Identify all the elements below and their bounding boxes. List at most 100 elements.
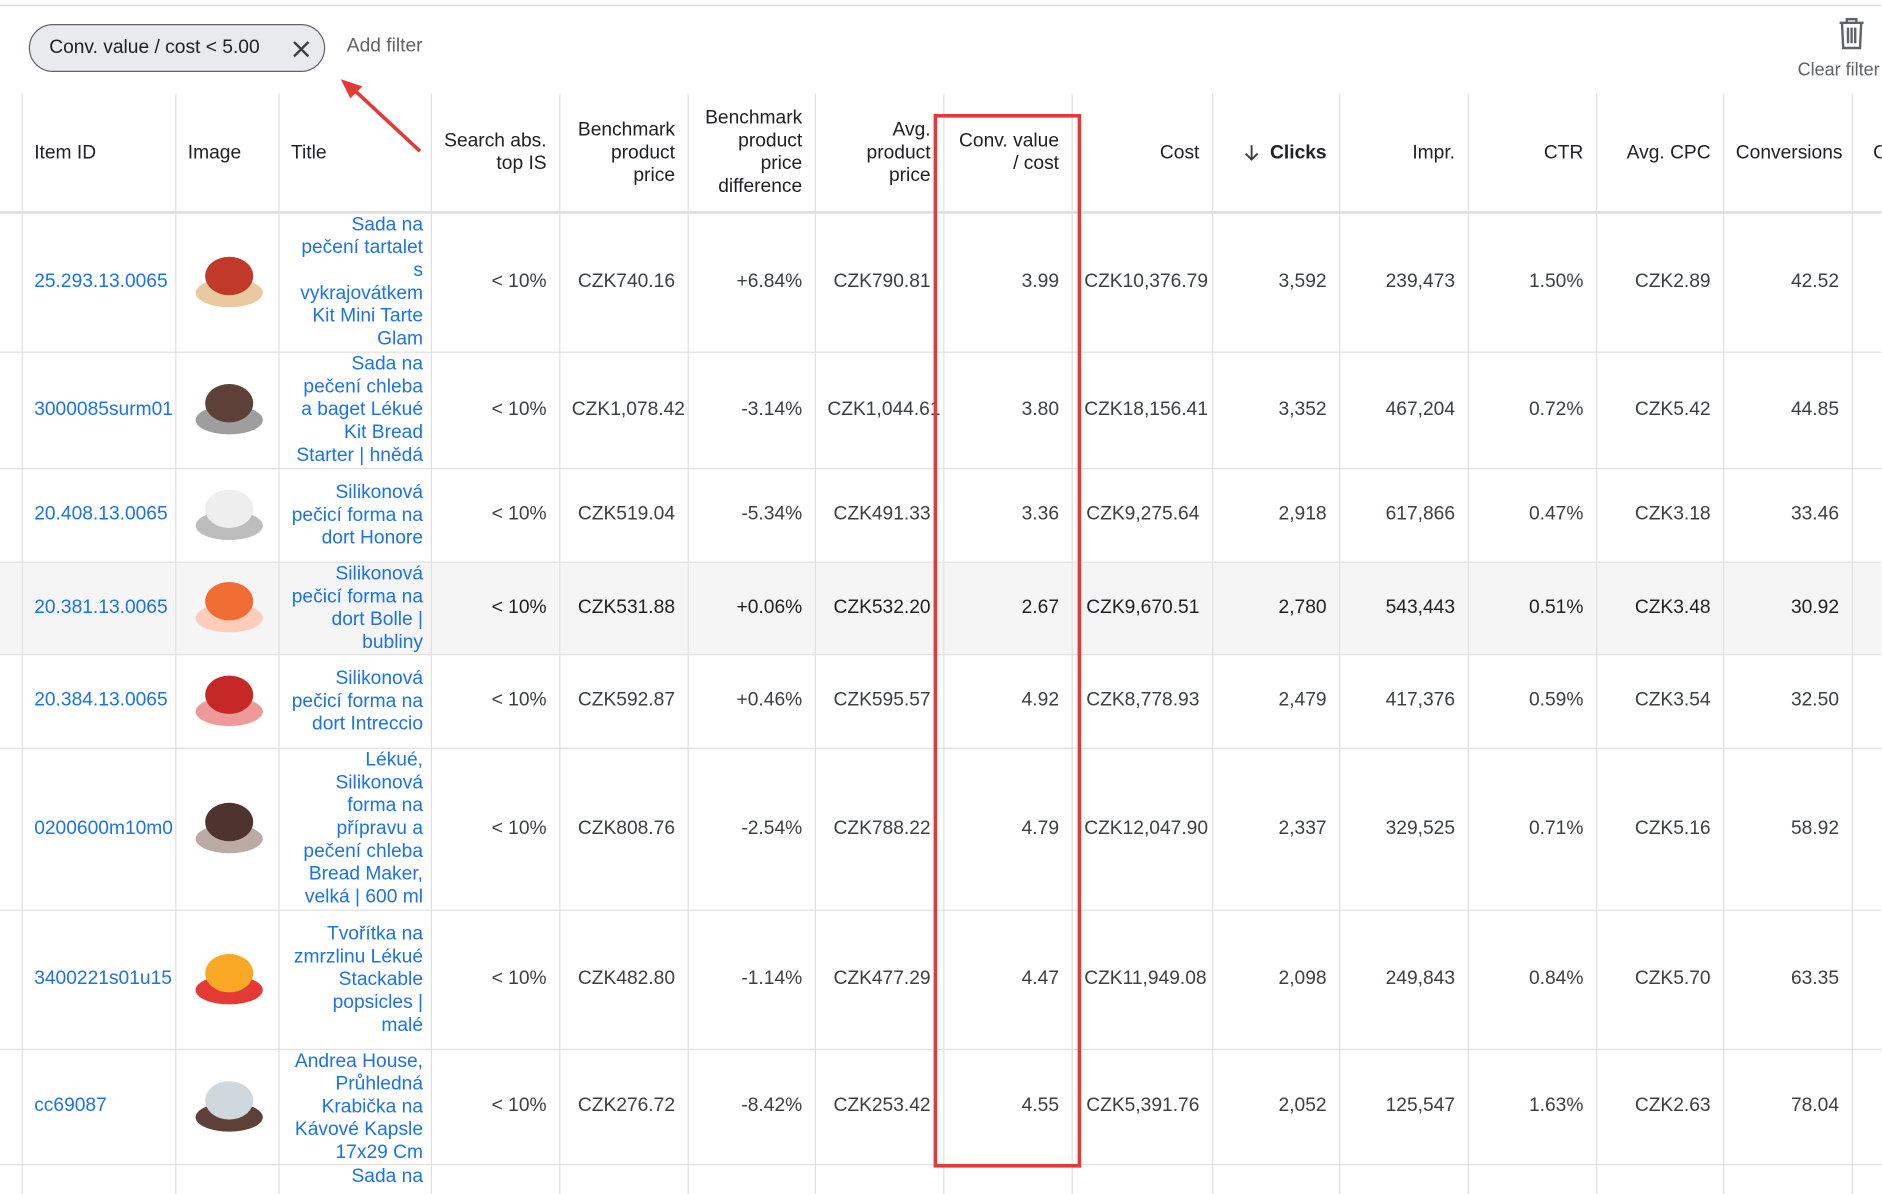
- item-id[interactable]: cc69087: [21, 1048, 176, 1165]
- metric-cell: 30.92: [1723, 561, 1853, 655]
- metric-cell: 4.79: [943, 747, 1073, 911]
- metric-cell: CZK477.29: [814, 909, 944, 1050]
- metric-cell: CZK790.81: [814, 212, 944, 353]
- remove-icon[interactable]: [290, 38, 312, 60]
- trash-icon[interactable]: [1836, 17, 1867, 51]
- product-image: [175, 468, 280, 563]
- metric-cell: 0.59%: [1467, 654, 1597, 749]
- checkbox-cell: [0, 654, 23, 749]
- metric-cell: -2.54%: [687, 747, 816, 911]
- metric-cell: +0.06%: [687, 561, 816, 655]
- product-title[interactable]: Silikonová pečicí forma na dort Honore: [278, 468, 432, 563]
- metric-cell: CZK10,376.79: [1071, 212, 1213, 353]
- thumbnail: [195, 953, 263, 1004]
- thumbnail: [195, 384, 263, 435]
- product-table: Item ID Image Title Search abs. top IS Bench…: [0, 93, 1882, 1194]
- metric-cell: CZK5.70: [1596, 909, 1724, 1050]
- item-id[interactable]: 25.293.13.0065: [21, 212, 176, 353]
- metric-cell: 1.50%: [1467, 212, 1597, 353]
- metric-cell: CZK2.89: [1596, 212, 1724, 353]
- column-header: Cost: [1071, 93, 1213, 214]
- clipped-cell: [1851, 1048, 1882, 1165]
- metric-cell: CZK9,275.64: [1071, 468, 1213, 563]
- annotation-arrow: [340, 79, 422, 153]
- column-header: Item ID: [21, 93, 176, 214]
- table-row: 3400221s01u15 Tvořítka na zmrzlinu Lékué …: [0, 909, 1882, 1050]
- thumbnail: [195, 675, 263, 726]
- clipped-cell: [1851, 212, 1882, 353]
- header-label: CTR: [1543, 142, 1584, 163]
- product-title[interactable]: Sada na pečení tartalet s vykrajovátkem …: [278, 212, 432, 353]
- metric-cell: 3,352: [1212, 351, 1340, 469]
- header-label: Item ID: [34, 142, 97, 163]
- metric-cell: CZK8,778.93: [1071, 654, 1213, 749]
- product-image: [175, 1164, 280, 1194]
- metric-cell: +6.84%: [687, 212, 816, 353]
- metric-cell: CZK808.76: [559, 747, 689, 911]
- metric-cell: 4.55: [943, 1048, 1073, 1165]
- clipped-cell: [1851, 351, 1882, 469]
- column-header: Impr.: [1339, 93, 1469, 214]
- metric-cell: CZK491.33: [814, 468, 944, 563]
- metric-cell: CZK18,156.41: [1071, 351, 1213, 469]
- metric-cell: [1339, 1164, 1469, 1194]
- column-header: Image: [175, 93, 280, 214]
- checkbox-cell: [0, 1048, 23, 1165]
- table-row: 20.408.13.0065 Silikonová pečicí forma na…: [0, 468, 1882, 563]
- clipped-cell: [1851, 561, 1882, 655]
- item-id: [21, 1164, 176, 1194]
- item-id[interactable]: 20.381.13.0065: [21, 561, 176, 655]
- metric-cell: CZK2.63: [1596, 1048, 1724, 1165]
- metric-cell: 329,525: [1339, 747, 1469, 911]
- metric-cell: 3.36: [943, 468, 1073, 563]
- product-title[interactable]: Silikonová pečicí forma na dort Bolle | …: [278, 561, 432, 655]
- metric-cell: CZK3.18: [1596, 468, 1724, 563]
- metric-cell: -8.42%: [687, 1048, 816, 1165]
- metric-cell: 2,052: [1212, 1048, 1340, 1165]
- product-image: [175, 909, 280, 1050]
- metric-cell: 78.04: [1723, 1048, 1853, 1165]
- header-label: Conversions: [1735, 142, 1843, 163]
- item-id[interactable]: 3000085surm01: [21, 351, 176, 469]
- metric-cell: CZK788.22: [814, 747, 944, 911]
- product-title[interactable]: Tvořítka na zmrzlinu Lékué Stackable pop…: [278, 909, 432, 1050]
- column-header[interactable]: Clicks: [1212, 93, 1340, 214]
- metric-cell: < 10%: [430, 654, 560, 749]
- metric-cell: [430, 1164, 560, 1194]
- table-row: 3000085surm01 Sada na pečení chleba a bag…: [0, 351, 1882, 469]
- metric-cell: 3.80: [943, 351, 1073, 469]
- metric-cell: CZK532.20: [814, 561, 944, 655]
- product-title[interactable]: Sada na pečení chleba a baget Lékué Kit …: [278, 351, 432, 469]
- metric-cell: < 10%: [430, 561, 560, 655]
- thumbnail: [195, 582, 263, 633]
- product-title[interactable]: Silikonová pečicí forma na dort Intrecci…: [278, 654, 432, 749]
- metric-cell: 543,443: [1339, 561, 1469, 655]
- item-id[interactable]: 0200600m10m0: [21, 747, 176, 911]
- product-title[interactable]: Lékué, Silikonová forma na přípravu a pe…: [278, 747, 432, 911]
- filter-chip[interactable]: Conv. value / cost < 5.00: [28, 24, 326, 72]
- metric-cell: 44.85: [1723, 351, 1853, 469]
- metric-cell: 2,918: [1212, 468, 1340, 563]
- metric-cell: 4.92: [943, 654, 1073, 749]
- product-title: Sada na: [278, 1164, 432, 1194]
- column-header: CTR: [1467, 93, 1597, 214]
- item-id[interactable]: 20.408.13.0065: [21, 468, 176, 563]
- metric-cell: < 10%: [430, 747, 560, 911]
- metric-cell: CZK11,949.08: [1071, 909, 1213, 1050]
- metric-cell: CZK5,391.76: [1071, 1048, 1213, 1165]
- metric-cell: CZK595.57: [814, 654, 944, 749]
- metric-cell: 2.67: [943, 561, 1073, 655]
- metric-cell: [559, 1164, 689, 1194]
- add-filter[interactable]: Add filter: [346, 36, 423, 57]
- metric-cell: 58.92: [1723, 747, 1853, 911]
- header-label: Conv. value / cost: [959, 130, 1059, 174]
- header-label: Benchmark product price difference: [705, 108, 803, 197]
- product-title[interactable]: Andrea House, Průhledná Krabička na Kávo…: [278, 1048, 432, 1165]
- checkbox-column: [0, 93, 23, 214]
- clear-filter[interactable]: Clear filter: [1797, 60, 1880, 81]
- item-id[interactable]: 20.384.13.0065: [21, 654, 176, 749]
- metric-cell: +0.46%: [687, 654, 816, 749]
- item-id[interactable]: 3400221s01u15: [21, 909, 176, 1050]
- table-row: 20.381.13.0065 Silikonová pečicí forma na…: [0, 561, 1882, 655]
